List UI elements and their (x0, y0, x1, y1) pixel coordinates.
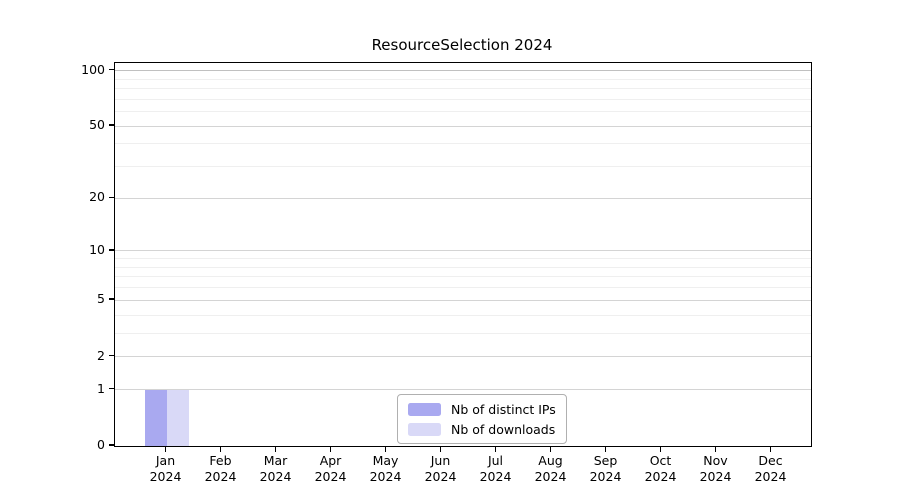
downloads-swatch (408, 422, 441, 436)
y-gridline-minor (115, 166, 811, 168)
x-tick-label: Jun 2024 (424, 453, 457, 484)
x-tick-label: Dec 2024 (754, 453, 787, 484)
y-gridline (115, 389, 811, 391)
y-gridline-minor (115, 332, 811, 334)
x-tick-label: Nov 2024 (699, 453, 732, 484)
bar-distinct-ips (144, 389, 167, 446)
legend: Nb of distinct IPs Nb of downloads (397, 394, 567, 444)
chart-title: ResourceSelection 2024 (371, 36, 553, 54)
x-tick-mark (164, 446, 167, 452)
legend-label-distinct-ips: Nb of distinct IPs (451, 401, 556, 417)
y-gridline (115, 250, 811, 252)
x-tick-mark (659, 446, 662, 452)
y-gridline (115, 197, 811, 199)
y-gridline (115, 299, 811, 301)
legend-item-downloads: Nb of downloads (408, 421, 556, 437)
y-gridline-minor (115, 78, 811, 80)
y-tick-mark (109, 354, 114, 357)
x-tick-mark (494, 446, 497, 452)
x-tick-label: Aug 2024 (534, 453, 567, 484)
x-tick-label: Oct 2024 (644, 453, 677, 484)
x-tick-mark (219, 446, 222, 452)
y-tick-label: 1 (97, 380, 105, 396)
y-tick-mark (109, 387, 114, 390)
y-gridline-minor (115, 276, 811, 278)
x-tick-label: Sep 2024 (589, 453, 622, 484)
x-tick-mark (549, 446, 552, 452)
y-gridline (115, 70, 811, 72)
x-tick-mark (384, 446, 387, 452)
y-gridline-minor (115, 88, 811, 90)
x-tick-label: Jan 2024 (149, 453, 182, 484)
y-gridline-minor (115, 258, 811, 260)
y-tick-label: 5 (97, 291, 105, 307)
x-tick-mark (329, 446, 332, 452)
legend-item-distinct-ips: Nb of distinct IPs (408, 401, 556, 417)
x-tick-label: Mar 2024 (259, 453, 292, 484)
y-tick-label: 10 (89, 241, 105, 257)
y-gridline-minor (115, 314, 811, 316)
y-tick-mark (109, 68, 114, 71)
bar-downloads (166, 389, 189, 446)
y-tick-mark (109, 298, 114, 301)
x-tick-mark (274, 446, 277, 452)
x-tick-mark (769, 446, 772, 452)
y-gridline-minor (115, 98, 811, 100)
x-tick-label: May 2024 (369, 453, 402, 484)
x-tick-mark (714, 446, 717, 452)
y-tick-mark (109, 124, 114, 127)
y-tick-mark (109, 444, 114, 446)
y-gridline-minor (115, 143, 811, 145)
y-tick-label: 0 (97, 437, 105, 452)
x-tick-mark (439, 446, 442, 452)
y-gridline-minor (115, 287, 811, 289)
y-gridline (115, 125, 811, 127)
y-gridline-minor (115, 111, 811, 113)
x-tick-mark (604, 446, 607, 452)
y-tick-label: 20 (89, 189, 105, 205)
plot-area: Nb of distinct IPs Nb of downloads (114, 62, 812, 447)
x-tick-label: Jul 2024 (479, 453, 512, 484)
y-gridline (115, 356, 811, 358)
x-tick-label: Feb 2024 (204, 453, 237, 484)
y-tick-mark (109, 249, 114, 251)
y-tick-label: 2 (97, 347, 105, 363)
y-tick-label: 100 (81, 61, 105, 77)
y-tick-mark (109, 196, 114, 199)
y-gridline-minor (115, 266, 811, 268)
y-tick-label: 50 (89, 117, 105, 133)
x-tick-label: Apr 2024 (314, 453, 347, 484)
distinct-ips-swatch (408, 402, 441, 416)
legend-label-downloads: Nb of downloads (451, 421, 556, 437)
